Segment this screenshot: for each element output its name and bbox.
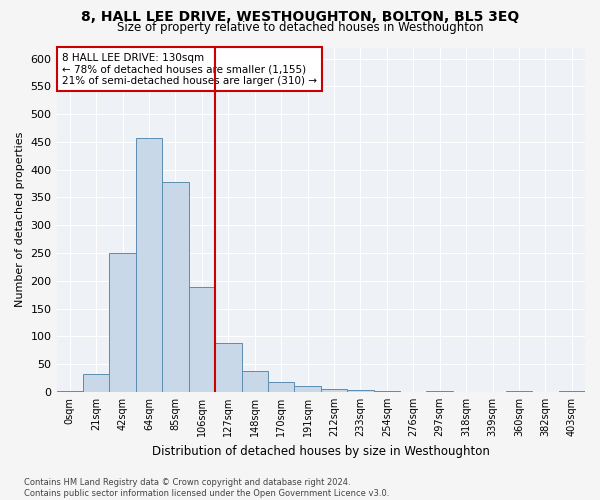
Bar [347,390,374,392]
Bar [295,386,321,392]
Y-axis label: Number of detached properties: Number of detached properties [15,132,25,308]
Bar [215,343,242,392]
Bar [321,389,347,392]
Bar [136,138,162,392]
Bar [83,374,109,392]
Text: 8, HALL LEE DRIVE, WESTHOUGHTON, BOLTON, BL5 3EQ: 8, HALL LEE DRIVE, WESTHOUGHTON, BOLTON,… [81,10,519,24]
Bar [268,382,295,392]
X-axis label: Distribution of detached houses by size in Westhoughton: Distribution of detached houses by size … [152,444,490,458]
Bar [109,253,136,392]
Bar [427,391,453,392]
Text: Size of property relative to detached houses in Westhoughton: Size of property relative to detached ho… [116,22,484,35]
Bar [188,288,215,392]
Bar [56,391,83,392]
Bar [162,182,188,392]
Text: 8 HALL LEE DRIVE: 130sqm
← 78% of detached houses are smaller (1,155)
21% of sem: 8 HALL LEE DRIVE: 130sqm ← 78% of detach… [62,52,317,86]
Text: Contains HM Land Registry data © Crown copyright and database right 2024.
Contai: Contains HM Land Registry data © Crown c… [24,478,389,498]
Bar [242,372,268,392]
